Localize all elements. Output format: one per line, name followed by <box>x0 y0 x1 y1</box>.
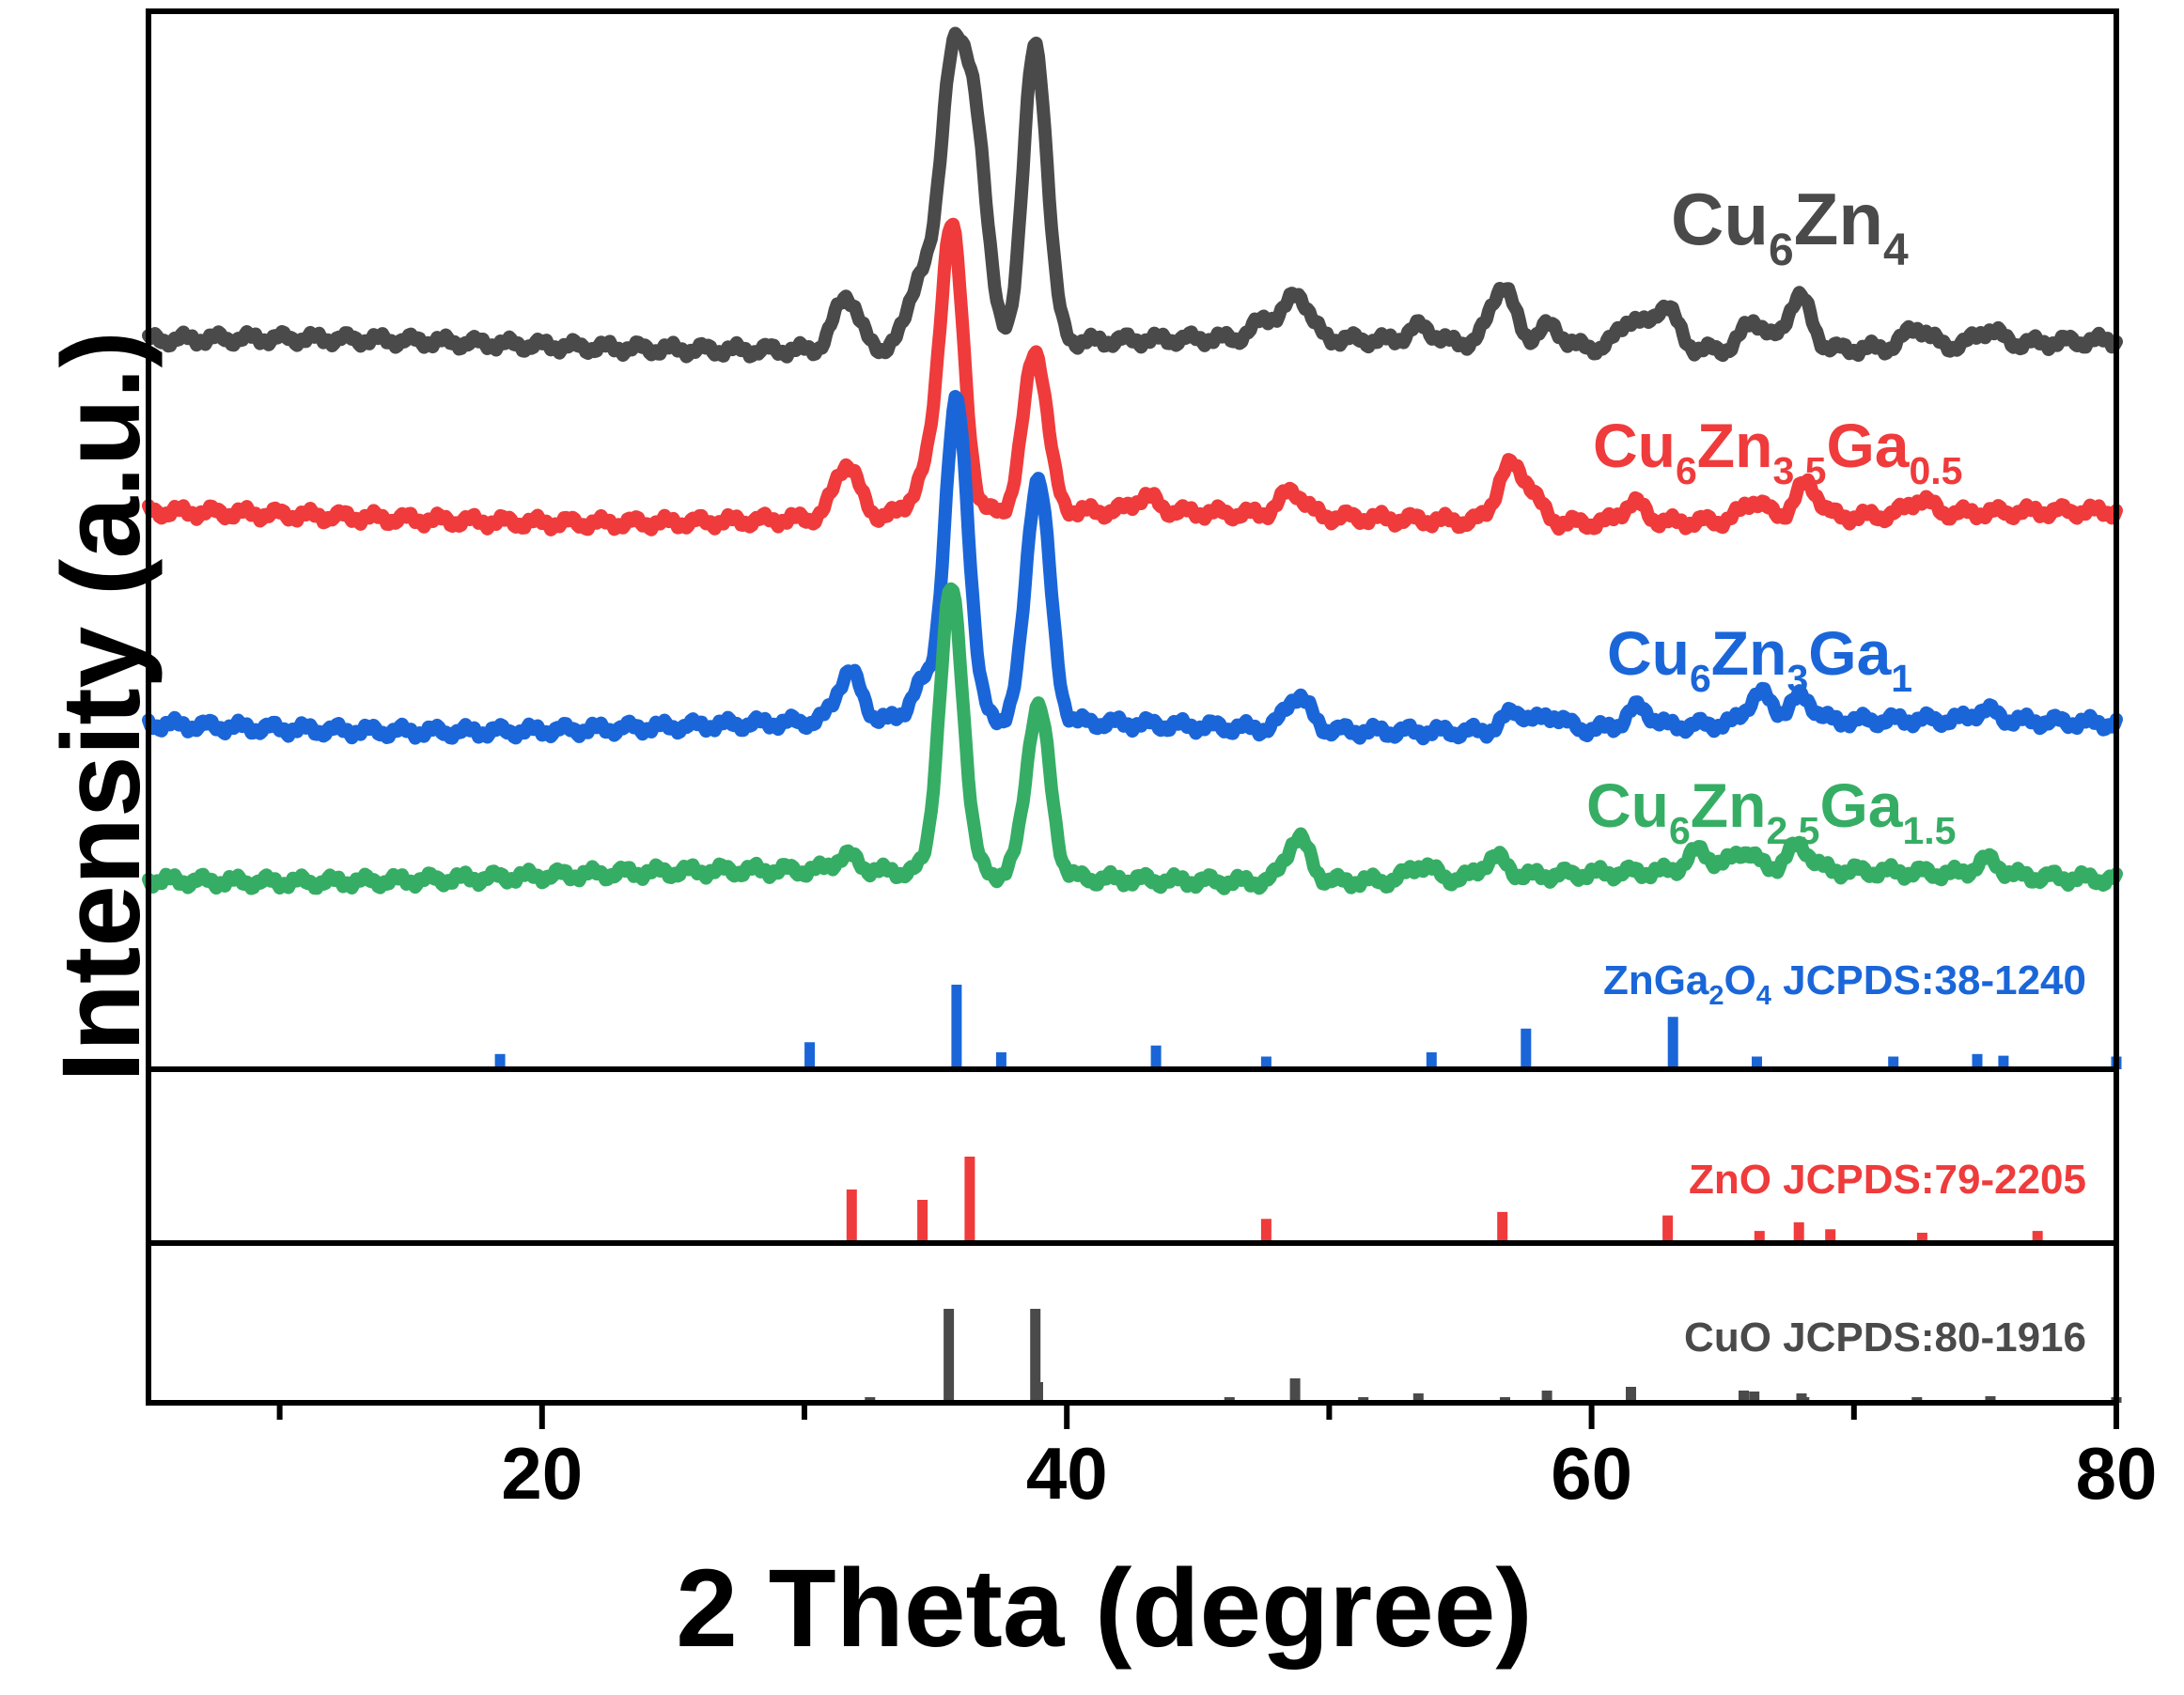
frame-layer <box>146 8 2119 1429</box>
series-line-4 <box>142 582 2123 895</box>
x-tick-label-20: 20 <box>501 1432 583 1515</box>
reference-label-3: CuO JCPDS:80-1916 <box>1684 1314 2086 1361</box>
series-line-3 <box>142 390 2123 746</box>
x-tick-label-80: 80 <box>2076 1432 2158 1515</box>
label-layer: Cu6Zn4 Cu6Zn3.5Ga0.5 Cu6Zn3Ga1 Cu6Zn2.5Ga1.… <box>39 178 2157 1671</box>
x-tick-label-60: 60 <box>1551 1432 1632 1515</box>
x-tick-label-40: 40 <box>1026 1432 1108 1515</box>
y-axis-label: Intensity (a.u.) <box>39 331 164 1082</box>
series-label-2: Cu6Zn3.5Ga0.5 <box>1593 411 1962 492</box>
reference-layer <box>494 985 2122 1403</box>
series-line-2 <box>142 217 2123 536</box>
reference-label-2: ZnO JCPDS:79-2205 <box>1689 1157 2086 1203</box>
reference-label-1: ZnGa2O4 JCPDS:38-1240 <box>1603 957 2086 1011</box>
plot-frame <box>146 8 2119 1406</box>
x-axis-label: 2 Theta (degree) <box>676 1547 1532 1671</box>
series-line-1 <box>142 26 2123 364</box>
series-layer <box>142 26 2123 895</box>
series-label-4: Cu6Zn2.5Ga1.5 <box>1586 770 1956 852</box>
series-label-3: Cu6Zn3Ga1 <box>1607 618 1912 700</box>
series-label-1: Cu6Zn4 <box>1671 178 1909 275</box>
